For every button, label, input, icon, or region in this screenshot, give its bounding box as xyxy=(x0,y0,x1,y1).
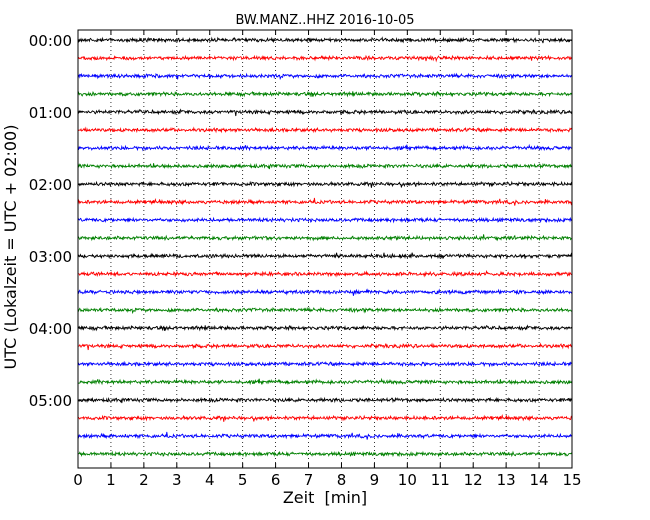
x-tick-label: 5 xyxy=(238,471,248,489)
x-tick-label: 12 xyxy=(464,471,483,489)
x-tick-label: 14 xyxy=(530,471,549,489)
seismogram-trace xyxy=(77,216,573,224)
seismogram-trace xyxy=(77,126,573,134)
seismogram-trace xyxy=(77,108,573,117)
seismogram-trace xyxy=(77,90,573,98)
x-tick-label: 9 xyxy=(370,471,380,489)
y-axis: 00:00 01:00 02:00 03:00 04:00 05:00 xyxy=(29,32,572,410)
seismogram-trace xyxy=(77,54,573,63)
seismogram-trace xyxy=(77,234,572,242)
y-tick-label: 02:00 xyxy=(29,176,72,194)
seismogram-trace xyxy=(77,162,573,170)
x-tick-label: 2 xyxy=(139,471,149,489)
seismogram-trace xyxy=(77,306,572,315)
chart-title: BW.MANZ..HHZ 2016-10-05 xyxy=(235,13,414,28)
x-tick-label: 1 xyxy=(106,471,116,489)
x-tick-label: 10 xyxy=(398,471,417,489)
x-tick-label: 0 xyxy=(73,471,83,489)
y-tick-label: 01:00 xyxy=(29,104,72,122)
seismogram-trace xyxy=(77,377,573,386)
seismogram-trace xyxy=(77,288,573,296)
x-tick-label: 6 xyxy=(271,471,281,489)
seismogram-trace xyxy=(77,413,573,422)
seismogram-trace xyxy=(77,143,572,152)
y-tick-label: 00:00 xyxy=(29,32,72,50)
x-axis: 0 1 2 3 4 5 6 7 8 9 10 11 12 13 14 15 xyxy=(73,30,582,489)
seismogram-trace xyxy=(77,431,573,440)
y-tick-label: 05:00 xyxy=(29,392,72,410)
seismogram-trace xyxy=(77,36,573,44)
x-tick-label: 13 xyxy=(497,471,516,489)
seismogram-trace xyxy=(77,252,573,260)
seismogram-trace xyxy=(77,197,573,206)
plot-frame xyxy=(77,29,573,469)
x-tick-label: 11 xyxy=(431,471,450,489)
trace-layer xyxy=(77,36,573,458)
seismogram-trace xyxy=(77,360,573,368)
y-tick-label: 03:00 xyxy=(29,248,72,266)
seismogram-trace xyxy=(77,396,572,404)
y-axis-label: UTC (Lokalzeit = UTC + 02:00) xyxy=(1,125,20,370)
seismogram-trace xyxy=(77,324,573,332)
seismogram-trace xyxy=(77,450,573,458)
x-tick-label: 7 xyxy=(304,471,314,489)
x-tick-label: 4 xyxy=(205,471,215,489)
y-tick-label: 04:00 xyxy=(29,320,72,338)
x-tick-label: 15 xyxy=(562,471,581,489)
seismogram-trace xyxy=(77,269,573,278)
seismogram-trace xyxy=(77,72,573,81)
seismogram-trace xyxy=(77,180,573,188)
x-axis-label: Zeit [min] xyxy=(283,488,367,507)
seismogram-trace xyxy=(77,342,573,351)
x-tick-label: 8 xyxy=(337,471,347,489)
x-tick-label: 3 xyxy=(172,471,182,489)
